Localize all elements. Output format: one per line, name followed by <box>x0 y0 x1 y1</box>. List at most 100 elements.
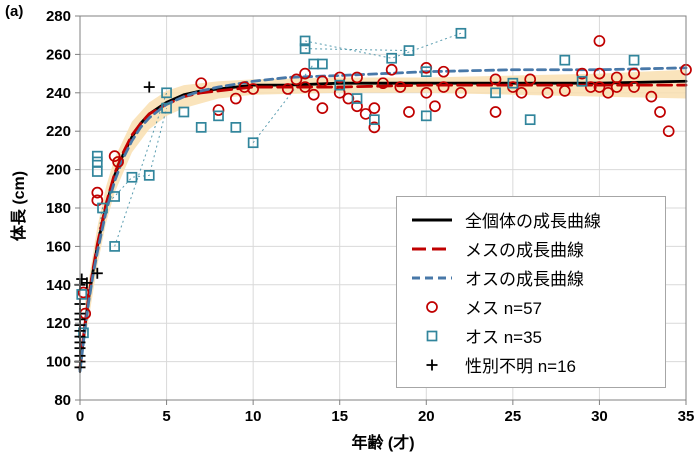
legend-item: メスの成長曲線 <box>409 234 653 263</box>
point-male <box>490 87 501 99</box>
point-female <box>593 67 606 80</box>
legend-label: メス n=57 <box>465 299 543 318</box>
point-female <box>489 106 502 118</box>
point-male <box>403 45 415 56</box>
point-male <box>628 54 640 66</box>
point-female <box>576 67 588 80</box>
point-male <box>576 75 588 87</box>
point-female <box>229 92 242 105</box>
x-tick-label: 5 <box>162 408 170 425</box>
point-male <box>299 35 311 47</box>
legend-item: メス n=57 <box>409 292 653 321</box>
x-tick-label: 25 <box>505 408 522 425</box>
point-female <box>429 100 441 113</box>
point-female <box>584 81 597 93</box>
legend-item: 性別不明 n=16 <box>409 350 653 379</box>
point-female <box>351 71 363 84</box>
point-female <box>212 104 225 116</box>
point-male <box>109 241 120 252</box>
point-male <box>308 58 320 70</box>
x-tick-label: 0 <box>76 408 84 425</box>
point-male <box>178 106 190 118</box>
point-female <box>307 88 320 101</box>
point-female <box>524 73 537 86</box>
point-male <box>386 52 398 64</box>
point-female <box>368 121 381 134</box>
point-female <box>299 81 311 93</box>
y-tick-label: 220 <box>46 123 71 140</box>
point-female <box>437 65 450 78</box>
x-tick-label: 30 <box>591 408 608 425</box>
confidence-band <box>85 69 687 339</box>
y-tick-label: 160 <box>46 238 71 255</box>
point-female <box>91 186 104 199</box>
point-female <box>238 81 251 93</box>
point-male <box>559 54 571 66</box>
chart-legend: 全個体の成長曲線メスの成長曲線オスの成長曲線 メス n=57 オス n=35 性別不明… <box>396 196 666 388</box>
point-male <box>420 66 432 78</box>
point-female <box>645 90 658 103</box>
point-female <box>316 75 329 88</box>
point-male <box>97 202 108 214</box>
point-female <box>654 106 666 118</box>
point-male <box>351 93 363 104</box>
legend-marker-circle-icon <box>426 300 438 313</box>
y-tick-label: 260 <box>46 46 71 63</box>
point-female <box>489 73 502 86</box>
point-female <box>299 67 311 80</box>
point-female <box>351 100 363 113</box>
point-female <box>628 67 640 80</box>
legend-label: オスの成長曲線 <box>465 270 584 289</box>
x-axis-title: 年齢 (才) <box>351 435 415 452</box>
legend-label: 性別不明 n=16 <box>465 357 577 376</box>
legend-marker-plus-icon <box>426 359 438 370</box>
legend-item: 全個体の成長曲線 <box>409 205 653 234</box>
y-tick-label: 120 <box>46 315 71 332</box>
y-tick-label: 200 <box>46 162 71 179</box>
point-male <box>299 43 311 54</box>
x-tick-label: 15 <box>331 408 348 425</box>
axes: 0 5 10 15 20 25 30 35 80 100 120 140 160 180 200 220 240… <box>46 8 694 425</box>
point-female <box>420 86 433 99</box>
series-male <box>76 27 640 339</box>
point-female <box>602 86 614 99</box>
point-male <box>317 58 328 70</box>
point-female <box>247 83 259 95</box>
point-male <box>91 156 103 168</box>
point-female <box>112 156 124 168</box>
point-male <box>524 114 536 126</box>
point-male <box>161 87 172 99</box>
point-female <box>359 108 372 120</box>
point-female <box>316 102 329 115</box>
legend-circle-glyph <box>426 300 438 313</box>
point-male <box>420 110 432 122</box>
growth-curve-male <box>78 66 688 373</box>
point-female <box>628 81 640 93</box>
point-female <box>662 125 675 138</box>
point-female <box>333 86 346 99</box>
point-female <box>333 71 346 84</box>
legend-item: オスの成長曲線 <box>409 263 653 292</box>
legend-item: オス n=35 <box>409 321 653 350</box>
point-female <box>368 102 381 115</box>
point-male <box>334 79 346 91</box>
point-female <box>290 73 303 86</box>
point-male <box>507 77 519 89</box>
y-tick-label: 80 <box>54 392 71 409</box>
legend-square-glyph <box>426 330 438 341</box>
point-male <box>91 166 103 177</box>
point-female <box>593 35 606 47</box>
point-male <box>161 102 172 114</box>
y-tick-label: 140 <box>46 277 71 294</box>
legend-line-dashed-icon <box>412 276 452 279</box>
legend-label: 全個体の成長曲線 <box>465 212 601 231</box>
y-tick-label: 240 <box>46 85 71 102</box>
point-female <box>195 77 208 90</box>
point-male <box>195 122 207 133</box>
point-female <box>541 86 554 99</box>
point-male <box>368 114 380 126</box>
point-female <box>385 63 398 76</box>
point-male <box>230 122 242 133</box>
